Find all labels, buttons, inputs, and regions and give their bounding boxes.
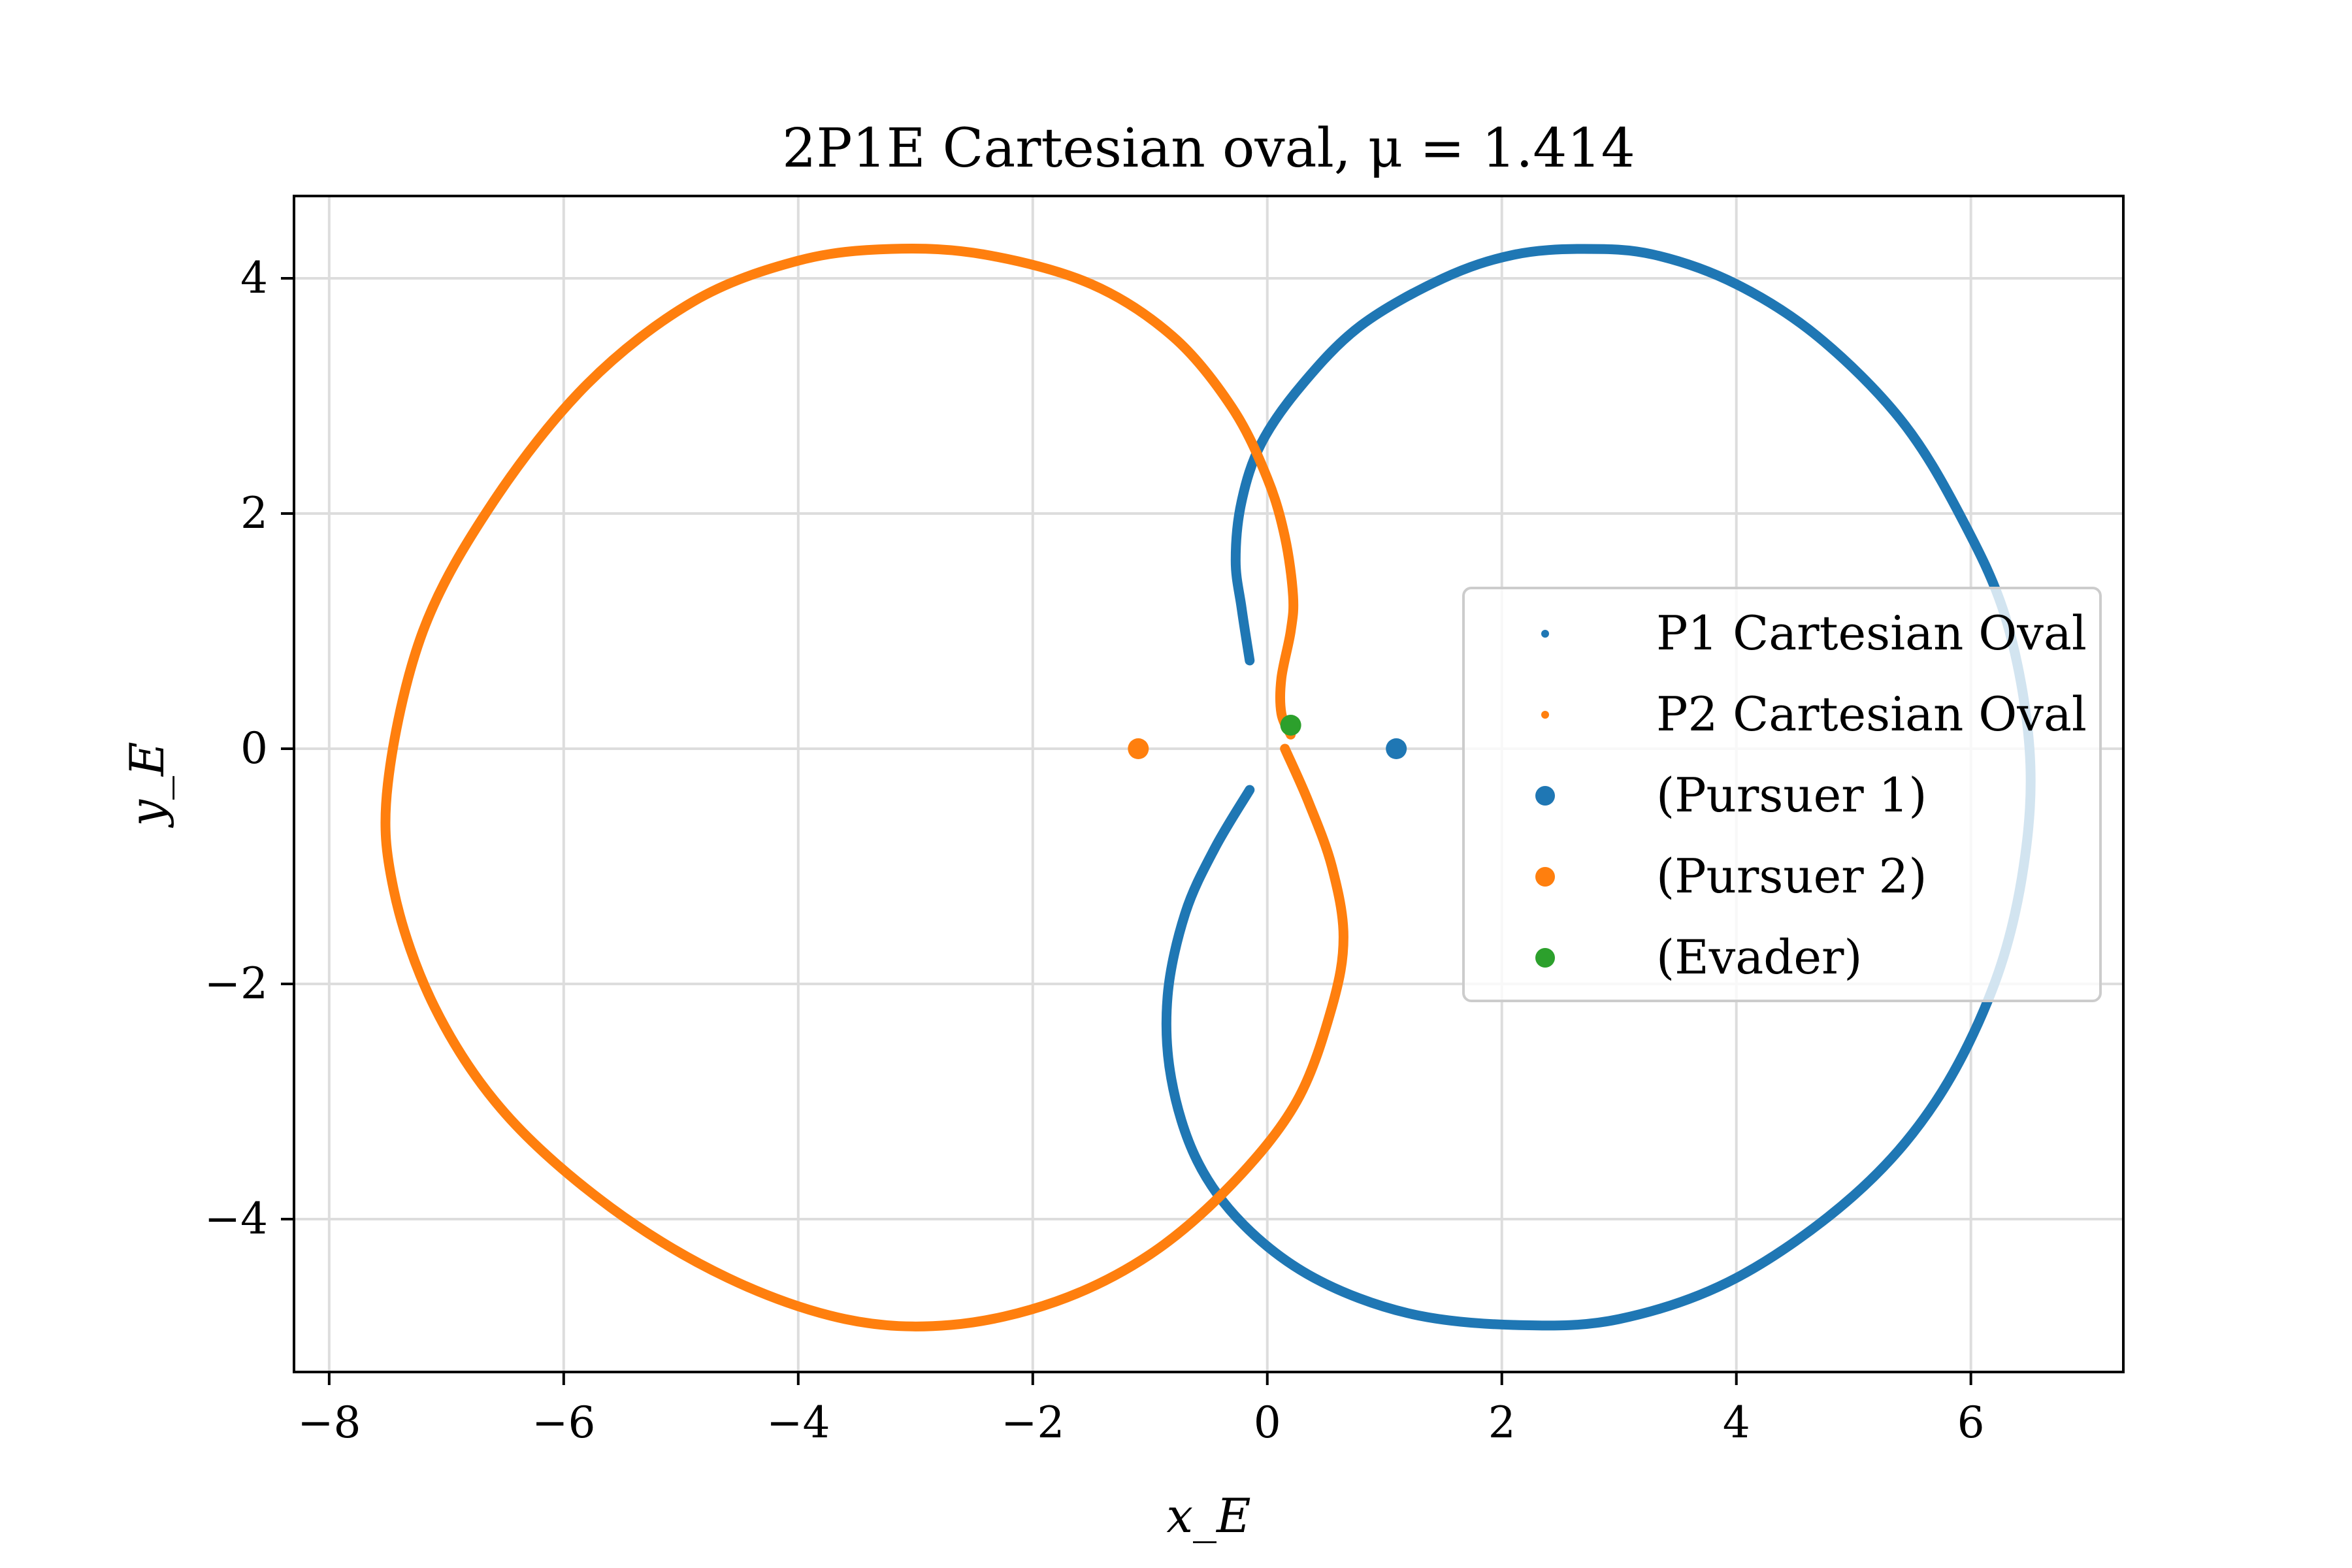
point-evader (1280, 715, 1301, 736)
y-tick-label: −4 (204, 1194, 268, 1244)
legend-items: P1 Cartesian Oval P2 Cartesian Oval (Pursu… (1535, 606, 2087, 985)
legend-marker-pursuer-2 (1535, 867, 1555, 887)
legend-marker-evader (1535, 948, 1555, 968)
x-tick-label: 2 (1488, 1397, 1516, 1448)
legend-marker-p1-cartesian-oval (1541, 630, 1549, 638)
x-tick-label: −6 (532, 1397, 595, 1448)
legend-label-p2-cartesian-oval: P2 Cartesian Oval (1656, 687, 2087, 742)
legend-marker-pursuer-1 (1535, 786, 1555, 806)
legend-label-pursuer-2: (Pursuer 2) (1656, 849, 1927, 904)
x-tick-label: 6 (1957, 1397, 1985, 1448)
x-tick-label: −2 (1001, 1397, 1064, 1448)
x-tick-label: −8 (297, 1397, 361, 1448)
point-pursuer-1 (1386, 738, 1407, 759)
x-tick-label: −4 (766, 1397, 830, 1448)
axis-ticks: −8 −6 −4 −2 0 2 4 6 −4 −2 0 2 4 (204, 253, 1985, 1448)
x-tick-label: 4 (1723, 1397, 1750, 1448)
legend-label-p1-cartesian-oval: P1 Cartesian Oval (1656, 606, 2087, 661)
legend-label-pursuer-1: (Pursuer 1) (1656, 768, 1927, 823)
y-tick-label: 0 (240, 723, 268, 774)
legend: P1 Cartesian Oval P2 Cartesian Oval (Pursu… (1462, 587, 2102, 1002)
x-tick-label: 0 (1254, 1397, 1281, 1448)
plot-frame (293, 195, 2125, 1373)
y-tick-label: −2 (204, 958, 268, 1009)
legend-label-evader: (Evader) (1656, 930, 1862, 985)
legend-box (1462, 587, 2102, 1002)
y-axis-label: y_E (120, 742, 174, 828)
point-pursuer-2 (1128, 738, 1149, 759)
chart-title: 2P1E Cartesian oval, μ = 1.414 (782, 118, 1635, 180)
legend-marker-p2-cartesian-oval (1541, 711, 1549, 719)
series-p2-cartesian-oval (380, 243, 1348, 1331)
y-tick-label: 4 (240, 253, 268, 303)
y-tick-label: 2 (240, 488, 268, 538)
x-axis-label: x_E (1166, 1488, 1250, 1543)
